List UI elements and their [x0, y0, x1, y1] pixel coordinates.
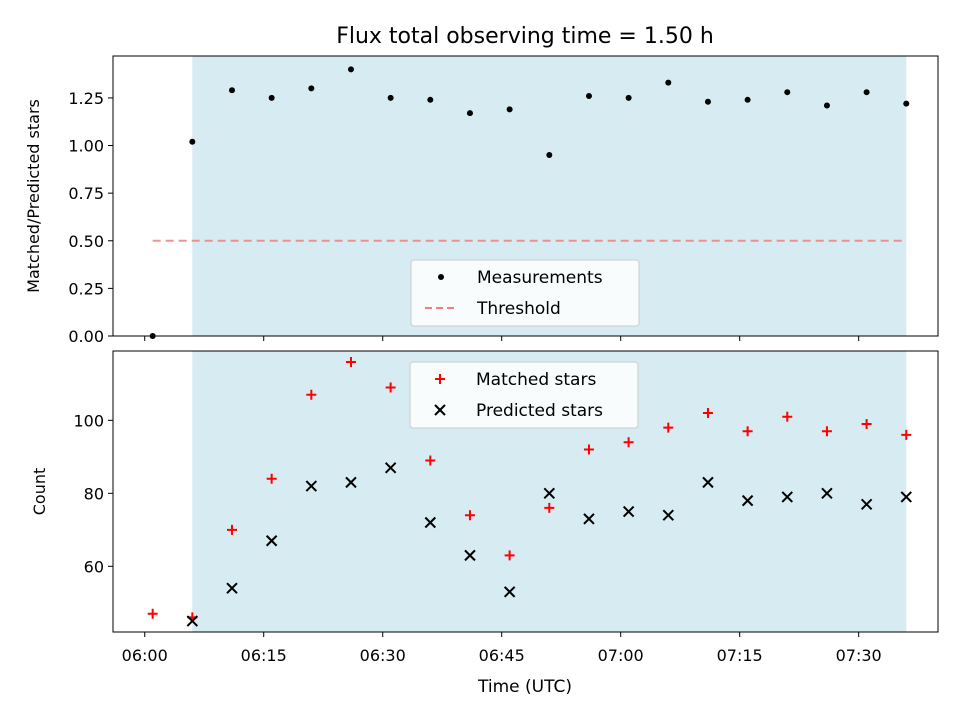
data-point: [823, 102, 830, 109]
data-point: [742, 426, 753, 437]
data-point: [662, 509, 674, 521]
data-point: [384, 462, 397, 474]
y-tick-label: 0.75: [68, 184, 104, 203]
data-point: [784, 89, 791, 96]
data-point: [464, 549, 476, 562]
legend-box: [409, 361, 639, 429]
data-point: [861, 418, 872, 429]
data-point: [860, 498, 873, 510]
data-point: [625, 94, 632, 101]
data-point: [543, 487, 556, 500]
data-point: [308, 85, 315, 92]
data-point: [464, 510, 475, 521]
data-point: [704, 98, 711, 105]
y-tick-label: 1.00: [68, 137, 104, 156]
data-point: [305, 480, 318, 492]
y-tick-label: 1.25: [68, 89, 104, 108]
x-tick-label: 06:00: [122, 646, 168, 665]
y-tick-label: 60: [84, 557, 104, 576]
data-point: [466, 110, 473, 117]
data-point: [583, 444, 594, 455]
y-tick-label: 80: [84, 484, 104, 503]
data-point: [821, 426, 832, 437]
ratio-panel: 0.00 0.25 0.50 0.75 1.00 1.25 Matched/Predicte…: [24, 55, 939, 346]
data-point: [821, 487, 833, 500]
chart-title: Flux total observing time = 1.50 h: [336, 24, 714, 49]
legend: Matched stars Predicted stars: [409, 361, 639, 429]
data-point: [544, 502, 555, 513]
data-point: [226, 524, 237, 535]
data-point: [901, 429, 912, 440]
axes-frame: [112, 55, 939, 337]
data-point: [744, 96, 751, 103]
x-tick-label: 06:15: [241, 646, 287, 665]
legend-label: Matched stars: [476, 370, 596, 390]
y-tick-label: 0.00: [68, 327, 104, 346]
data-point: [147, 608, 158, 619]
data-point: [424, 516, 437, 529]
x-tick-label: 07:30: [836, 646, 882, 665]
data-point: [268, 94, 275, 101]
data-point: [228, 87, 235, 94]
x-tick-label: 07:00: [598, 646, 644, 665]
legend-label: Predicted stars: [476, 401, 603, 421]
legend-label: Measurements: [477, 268, 603, 288]
legend-marker: [438, 274, 444, 280]
y-tick-label: 0.25: [68, 279, 104, 298]
legend-marker: [434, 404, 446, 416]
data-point: [583, 513, 595, 525]
data-point: [265, 535, 278, 547]
data-point: [702, 476, 714, 489]
y-axis-label: Matched/Predicted stars: [24, 99, 43, 293]
data-point: [345, 476, 357, 489]
count-panel: 60 80 100 06:00 06:15 06:30 06:45 07:00 07:15 07:…: [30, 350, 939, 665]
data-point: [863, 89, 870, 96]
data-point: [663, 422, 674, 433]
data-point: [623, 437, 634, 448]
data-point: [427, 96, 434, 103]
x-tick-label: 06:30: [360, 646, 406, 665]
axes-frame: [112, 350, 939, 633]
legend-marker: [435, 374, 445, 384]
data-point: [506, 106, 513, 113]
data-point: [702, 408, 713, 419]
data-point: [665, 79, 672, 86]
data-point: [903, 100, 910, 107]
data-point: [741, 494, 754, 507]
data-point: [425, 455, 436, 466]
data-point: [503, 586, 516, 598]
y-axis-label: Count: [30, 468, 49, 516]
data-point: [782, 411, 793, 422]
data-point: [226, 582, 238, 594]
y-tick-label: 100: [73, 411, 104, 430]
data-point: [387, 94, 394, 101]
y-tick-label: 0.50: [68, 232, 104, 251]
legend: Measurements Threshold: [410, 259, 640, 327]
data-point: [189, 138, 196, 145]
x-tick-label: 06:45: [479, 646, 525, 665]
data-point: [504, 550, 515, 561]
data-point: [546, 152, 553, 159]
data-point: [900, 491, 912, 503]
data-point: [347, 66, 354, 73]
data-point: [306, 389, 317, 400]
data-point: [186, 615, 199, 627]
data-point: [266, 473, 277, 484]
data-point: [622, 505, 635, 518]
data-point: [345, 356, 356, 367]
x-tick-label: 07:15: [717, 646, 763, 665]
legend-label: Threshold: [476, 299, 561, 319]
x-axis-label: Time (UTC): [477, 677, 572, 697]
data-point: [781, 491, 793, 503]
data-point: [585, 93, 592, 99]
legend-box: [410, 259, 640, 327]
data-point: [385, 382, 396, 393]
